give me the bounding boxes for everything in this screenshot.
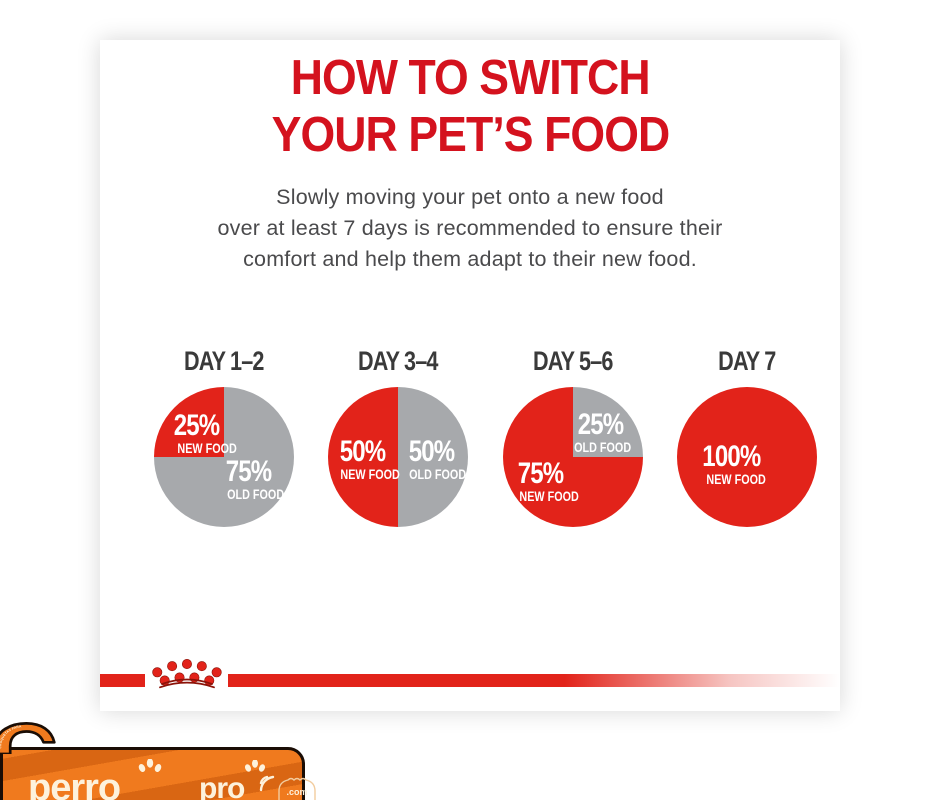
svg-text:.com: .com	[286, 787, 307, 797]
